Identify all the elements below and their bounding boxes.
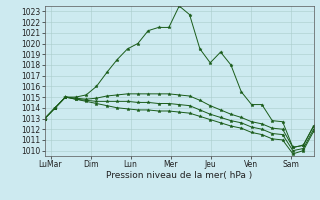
X-axis label: Pression niveau de la mer( hPa ): Pression niveau de la mer( hPa ) xyxy=(106,171,252,180)
